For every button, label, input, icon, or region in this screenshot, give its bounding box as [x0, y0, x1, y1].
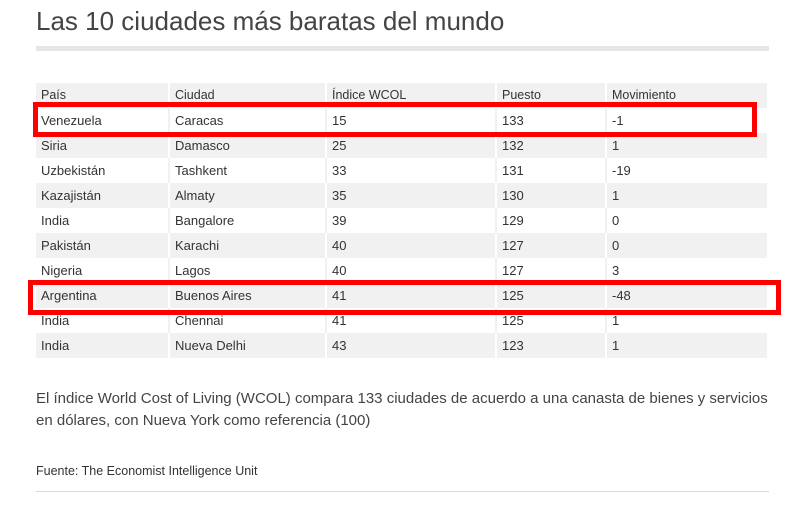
cell-pais: India — [36, 308, 170, 333]
cell-indice: 41 — [327, 308, 497, 333]
table-row: India Nueva Delhi 43 123 1 — [36, 333, 767, 358]
cell-ciudad: Bangalore — [170, 208, 327, 233]
table-row: Argentina Buenos Aires 41 125 -48 — [36, 283, 767, 308]
cell-puesto: 127 — [497, 233, 607, 258]
header-puesto: Puesto — [497, 83, 607, 108]
cell-ciudad: Lagos — [170, 258, 327, 283]
table-row: Venezuela Caracas 15 133 -1 — [36, 108, 767, 133]
description-text: El índice World Cost of Living (WCOL) co… — [36, 390, 768, 429]
table-row: Siria Damasco 25 132 1 — [36, 133, 767, 158]
table-header-row: País Ciudad Índice WCOL Puesto Movimient… — [36, 83, 767, 108]
cell-pais: Siria — [36, 133, 170, 158]
table-row: Pakistán Karachi 40 127 0 — [36, 233, 767, 258]
cell-ciudad: Nueva Delhi — [170, 333, 327, 358]
cell-ciudad: Chennai — [170, 308, 327, 333]
cell-pais: Argentina — [36, 283, 170, 308]
cell-movimiento: 3 — [612, 263, 620, 278]
cell-movimiento: -19 — [612, 163, 631, 178]
source-text: Fuente: The Economist Intelligence Unit — [36, 464, 258, 478]
header-indice: Índice WCOL — [327, 83, 497, 108]
table-row: Uzbekistán Tashkent 33 131 -19 — [36, 158, 767, 183]
cell-indice: 39 — [327, 208, 497, 233]
cell-movimiento: -1 — [612, 113, 624, 128]
cell-ciudad: Damasco — [170, 133, 327, 158]
cell-ciudad: Karachi — [170, 233, 327, 258]
header-ciudad: Ciudad — [170, 83, 327, 108]
cell-puesto: 130 — [497, 183, 607, 208]
cell-puesto: 132 — [497, 133, 607, 158]
cell-indice: 40 — [327, 258, 497, 283]
title-divider — [36, 46, 769, 51]
cell-puesto: 123 — [497, 333, 607, 358]
cell-movimiento: 1 — [612, 138, 620, 153]
cell-movimiento: 1 — [612, 338, 620, 353]
cell-pais: Kazajistán — [36, 183, 170, 208]
cell-indice: 15 — [327, 108, 497, 133]
table-row: India Chennai 41 125 1 — [36, 308, 767, 333]
table-row: Kazajistán Almaty 35 130 1 — [36, 183, 767, 208]
cell-pais: India — [36, 208, 170, 233]
table-row: India Bangalore 39 129 0 — [36, 208, 767, 233]
cell-movimiento: 0 — [612, 213, 620, 228]
bottom-divider — [36, 491, 769, 492]
cell-pais: Venezuela — [36, 108, 170, 133]
cell-ciudad: Almaty — [170, 183, 327, 208]
cell-indice: 43 — [327, 333, 497, 358]
header-movimiento: Movimiento — [612, 88, 676, 102]
cell-indice: 40 — [327, 233, 497, 258]
cell-puesto: 133 — [497, 108, 607, 133]
cell-indice: 25 — [327, 133, 497, 158]
cell-pais: India — [36, 333, 170, 358]
cell-pais: Uzbekistán — [36, 158, 170, 183]
cell-puesto: 125 — [497, 308, 607, 333]
cell-pais: Pakistán — [36, 233, 170, 258]
cell-indice: 35 — [327, 183, 497, 208]
cell-puesto: 125 — [497, 283, 607, 308]
cell-puesto: 129 — [497, 208, 607, 233]
header-pais: País — [36, 83, 170, 108]
cell-ciudad: Tashkent — [170, 158, 327, 183]
table-row: Nigeria Lagos 40 127 3 — [36, 258, 767, 283]
cities-table: País Ciudad Índice WCOL Puesto Movimient… — [36, 83, 767, 358]
cell-puesto: 127 — [497, 258, 607, 283]
cell-indice: 33 — [327, 158, 497, 183]
cell-movimiento: 0 — [612, 238, 620, 253]
cell-puesto: 131 — [497, 158, 607, 183]
cell-movimiento: -48 — [612, 288, 631, 303]
cell-indice: 41 — [327, 283, 497, 308]
cell-pais: Nigeria — [36, 258, 170, 283]
cell-movimiento: 1 — [612, 188, 620, 203]
cell-ciudad: Buenos Aires — [170, 283, 327, 308]
page-title: Las 10 ciudades más baratas del mundo — [36, 6, 505, 36]
cell-ciudad: Caracas — [170, 108, 327, 133]
cell-movimiento: 1 — [612, 313, 620, 328]
